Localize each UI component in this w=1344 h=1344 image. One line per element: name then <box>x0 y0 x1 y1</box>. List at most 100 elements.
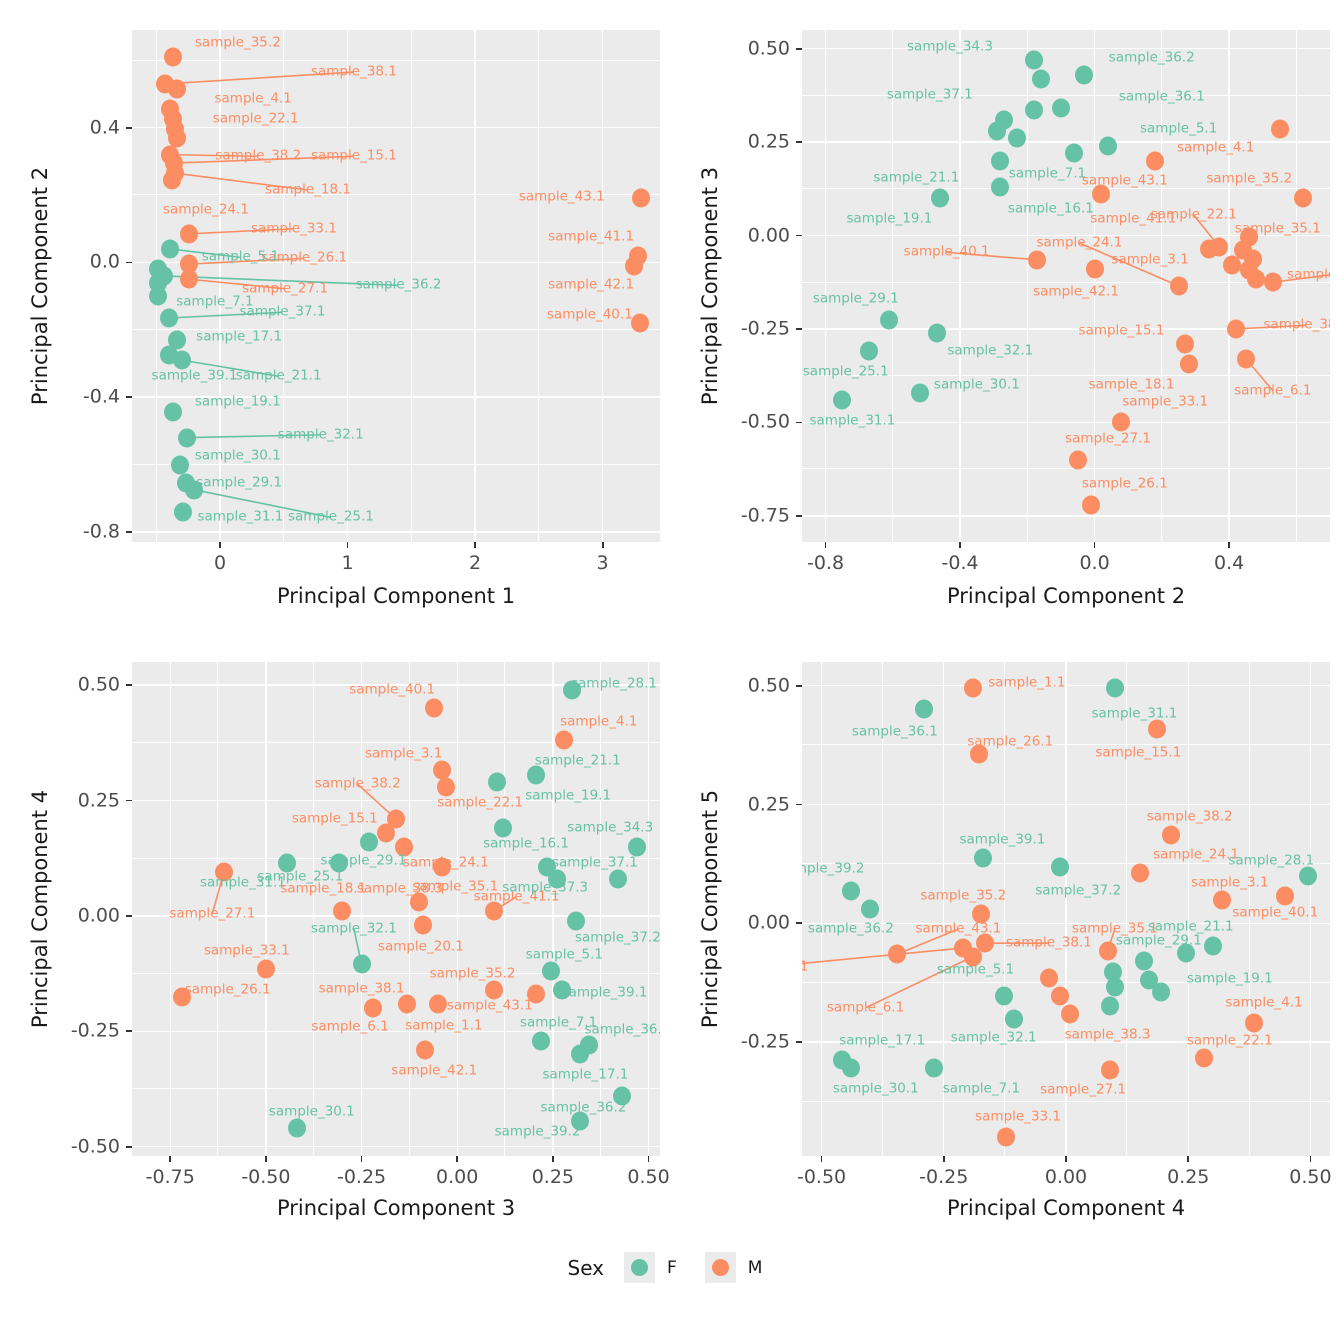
data-point <box>532 1031 551 1051</box>
point-label: sample_42.1 <box>548 276 635 293</box>
data-point <box>930 188 949 208</box>
point-label: sample_4.1 <box>1225 994 1303 1011</box>
leader-line <box>1236 325 1307 329</box>
point-label: sample_19.1 <box>846 209 933 226</box>
point-label: sample_6.1 <box>826 999 905 1016</box>
point-label: sample_3.1 <box>1111 251 1189 268</box>
point-label: sample_41.1 <box>1090 209 1177 226</box>
point-label: sample_43.1 <box>446 997 533 1014</box>
data-point <box>163 402 182 422</box>
point-label: sample_24.1 <box>402 854 489 871</box>
point-label: sample_39.2 <box>802 859 865 876</box>
x-tick-label: 0 <box>213 552 227 574</box>
y-tick-label: 0.4 <box>89 116 120 139</box>
y-tick-label: 0.00 <box>747 224 790 247</box>
data-point <box>1270 119 1289 139</box>
gridline <box>132 329 660 330</box>
point-label: sample_43.1 <box>915 920 1002 937</box>
data-point <box>988 121 1007 141</box>
point-label: sample_34.3 <box>907 38 993 55</box>
point-label: sample_5.1 <box>525 946 603 963</box>
point-label: sample_29.1 <box>320 851 407 868</box>
gridline <box>132 194 660 196</box>
point-label: sample_21.1 <box>235 367 322 384</box>
point-label: sample_16.1 <box>1007 200 1094 217</box>
leader-line <box>170 155 258 157</box>
point-label: sample_38.2 <box>1287 266 1330 283</box>
point-label: sample_1.1 <box>405 1017 483 1034</box>
data-point <box>394 837 413 857</box>
point-label: sample_21.1 <box>534 752 621 769</box>
gridline <box>1228 30 1230 542</box>
gridline <box>538 30 539 542</box>
data-point <box>364 998 383 1018</box>
point-label: sample_31.1 <box>197 508 284 525</box>
point-label: sample_3.1 <box>1191 874 1269 891</box>
data-point <box>159 308 178 328</box>
gridline <box>1295 30 1297 542</box>
gridline <box>1248 662 1250 1156</box>
gridline <box>410 30 412 542</box>
y-tick-label: -0.75 <box>740 504 790 527</box>
gridline <box>132 59 660 61</box>
data-point <box>1040 968 1059 988</box>
gridline <box>132 857 660 859</box>
leader-line <box>1079 243 1178 286</box>
gridline <box>892 30 893 542</box>
x-tick-label: 0.00 <box>436 1166 479 1188</box>
data-point <box>180 224 199 244</box>
point-label: sample_5.1 <box>936 961 1015 978</box>
data-point <box>631 188 650 208</box>
x-tick-label: -0.4 <box>941 552 979 574</box>
gridline <box>474 30 476 542</box>
x-axis-title-pc3: Principal Component 3 <box>276 1196 516 1220</box>
gridline <box>1026 30 1028 542</box>
data-point <box>1106 977 1125 997</box>
x-tick-mark <box>647 1156 650 1162</box>
point-label: sample_19.1 <box>194 393 281 410</box>
data-point <box>630 313 649 333</box>
gridline <box>601 30 604 542</box>
data-point <box>970 744 989 764</box>
gridline <box>169 662 171 1156</box>
data-point <box>329 853 348 873</box>
x-tick-mark <box>1065 1156 1067 1162</box>
data-point <box>1135 951 1154 971</box>
y-axis-title-pc5: Principal Component 5 <box>698 789 722 1029</box>
x-tick-mark <box>169 1156 172 1162</box>
point-label: sample_22.1 <box>1150 206 1237 223</box>
point-label: sample_4.1 <box>1176 138 1255 155</box>
y-tick-label: 0.00 <box>77 904 120 927</box>
point-label: sample_38.1 <box>1263 316 1331 333</box>
point-label: sample_40.1 <box>903 243 990 260</box>
data-point <box>1195 1048 1214 1068</box>
x-tick-label: -0.25 <box>919 1166 969 1188</box>
point-label: sample_27.1 <box>1040 1081 1127 1098</box>
gridline <box>802 515 1330 517</box>
leader-lines-layer <box>132 30 660 542</box>
data-point <box>429 994 448 1014</box>
data-point <box>526 765 545 785</box>
point-label: sample_29.1 <box>196 474 283 491</box>
point-label: sample_24.1 <box>163 201 249 218</box>
data-point <box>360 832 379 852</box>
point-label: sample_38.3 <box>1064 1026 1151 1043</box>
gridline <box>217 662 219 1156</box>
x-tick-mark <box>1228 542 1230 548</box>
data-point <box>972 904 991 924</box>
y-tick-label: 0.25 <box>77 789 120 811</box>
data-point <box>1199 239 1218 259</box>
panel-pc4-pc5: sample_1.1 sample_31.1 sample_36.1 sample_1… <box>802 662 1330 1156</box>
x-tick-label: -0.50 <box>796 1166 847 1188</box>
data-point <box>860 341 879 361</box>
data-point <box>541 961 560 981</box>
data-point <box>566 911 585 931</box>
data-point <box>180 269 199 289</box>
point-label: sample_38.2 <box>215 147 302 164</box>
data-point <box>964 678 983 698</box>
gridline <box>1126 662 1128 1156</box>
gridline <box>313 662 314 1156</box>
leader-line <box>165 72 354 84</box>
data-point <box>880 310 899 330</box>
